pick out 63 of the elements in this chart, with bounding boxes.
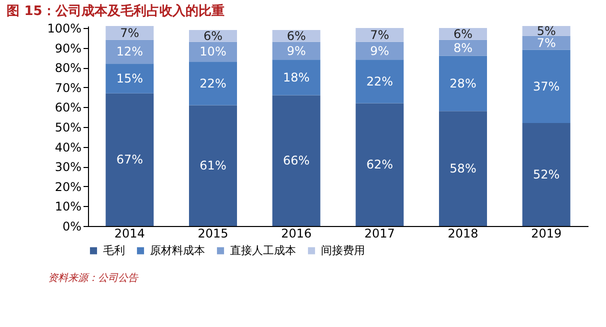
y-tick-label: 20% <box>54 180 82 194</box>
bar <box>272 95 320 226</box>
y-tick-label: 30% <box>54 160 82 174</box>
bar <box>189 62 237 106</box>
x-tick-label: 2015 <box>198 226 228 240</box>
bar <box>439 111 487 226</box>
legend-label: 原材料成本 <box>150 244 205 257</box>
bar <box>522 36 570 50</box>
bar <box>439 56 487 112</box>
y-tick-label: 50% <box>54 120 82 134</box>
bar <box>189 105 237 226</box>
data-label: 37% <box>532 79 560 94</box>
y-tick-label: 100% <box>47 21 82 36</box>
data-label: 61% <box>200 158 226 173</box>
bar <box>522 50 570 124</box>
y-tick-label: 10% <box>54 200 82 214</box>
text: 资料来源：公司公告 <box>48 272 139 284</box>
data-label: 15% <box>116 71 144 86</box>
bar <box>356 28 404 42</box>
data-label: 22% <box>200 76 226 90</box>
data-label: 7% <box>536 36 556 50</box>
data-label: 12% <box>116 44 144 59</box>
data-label: 67% <box>116 152 144 167</box>
data-label: 6% <box>203 28 223 43</box>
data-label: 7% <box>370 28 390 42</box>
legend-label: 直接人工成本 <box>230 244 296 257</box>
data-label: 62% <box>366 158 394 172</box>
data-label: 52% <box>532 168 560 182</box>
data-label: 22% <box>366 74 394 88</box>
x-tick-label: 2019 <box>531 226 562 240</box>
x-tick-label: 2014 <box>114 226 145 240</box>
data-label: 10% <box>200 44 226 59</box>
data-label: 7% <box>120 26 140 40</box>
bar <box>522 123 570 226</box>
legend-label: 毛利 <box>103 244 125 257</box>
y-tick-label: 80% <box>54 61 82 76</box>
y-tick-label: 90% <box>54 41 82 56</box>
data-label: 28% <box>450 76 476 90</box>
bar <box>106 64 154 94</box>
y-tick-label: 70% <box>54 80 82 95</box>
x-tick-label: 2018 <box>448 226 478 240</box>
data-label: 6% <box>453 26 473 41</box>
data-label: 8% <box>453 40 473 55</box>
data-label: 5% <box>536 24 556 38</box>
data-label: 6% <box>286 28 306 43</box>
x-tick-label: 2017 <box>364 226 395 240</box>
bar <box>106 40 154 64</box>
data-label: 66% <box>282 154 310 168</box>
bar <box>106 26 154 40</box>
data-label: 9% <box>286 44 306 58</box>
bar <box>272 60 320 96</box>
y-tick-label: 40% <box>54 140 82 154</box>
bar <box>356 103 404 226</box>
chart-title: 图 15：公司成本及毛利占收入的比重 <box>6 2 224 19</box>
legend-label: 间接费用 <box>321 244 365 257</box>
bar <box>106 93 154 226</box>
y-tick-label: 0% <box>62 220 82 234</box>
data-label: 58% <box>450 162 476 176</box>
data-label: 9% <box>370 44 390 58</box>
bar <box>356 60 404 104</box>
y-tick-label: 60% <box>54 100 82 115</box>
x-tick-label: 2016 <box>281 226 312 240</box>
data-label: 18% <box>282 70 310 84</box>
